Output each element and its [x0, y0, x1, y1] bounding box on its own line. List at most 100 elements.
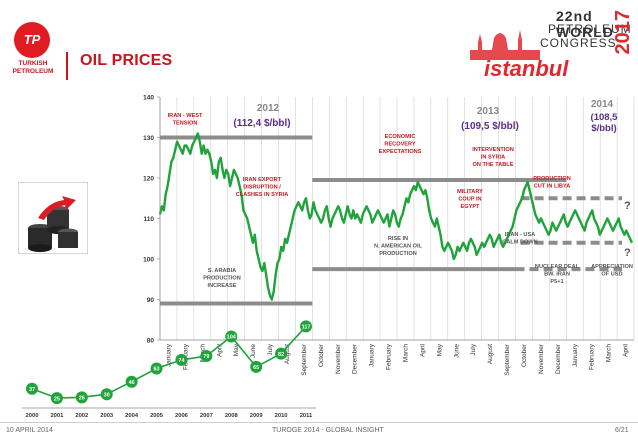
x-tick-label: January: [369, 343, 376, 367]
x-tick-label: November: [335, 343, 342, 374]
skyline-icon: [470, 30, 540, 60]
average-bars: [160, 135, 622, 306]
annual-data-label: 30: [104, 392, 110, 398]
annual-x-label: 2000: [26, 413, 39, 419]
year-label: 2012: [257, 103, 280, 114]
annual-x-label: 2007: [200, 413, 213, 419]
annual-data-point: [275, 347, 288, 360]
company-logo: TP: [14, 22, 50, 58]
event-title-line1: 22nd WORLD: [556, 8, 614, 40]
x-tick-label: April: [623, 343, 630, 357]
company-name-line1: TURKISH: [18, 60, 48, 67]
annual-data-label: 25: [54, 396, 60, 402]
event-annotation: RISE IN N. AMERICAN OIL PRODUCTION: [374, 236, 423, 257]
year-average-label: (108,5 $/bbl): [591, 112, 619, 134]
annual-x-label: 2009: [250, 413, 264, 419]
footer-center: TUROGE 2014 - GLOBAL INSIGHT: [272, 427, 384, 434]
annual-data-point: [225, 330, 238, 343]
y-tick-label: 80: [147, 338, 155, 345]
annual-x-label: 2006: [175, 413, 189, 419]
x-tick-label: July: [267, 343, 274, 355]
annual-x-label: 2004: [125, 413, 139, 419]
x-tick-label: April: [419, 343, 426, 357]
annual-data-label: 79: [203, 354, 209, 360]
price-series: [158, 132, 634, 301]
annual-data-point: [75, 391, 88, 404]
company-name: TURKISH PETROLEUM: [2, 60, 64, 76]
annual-data-label: 37: [29, 387, 35, 393]
annual-data-point: [50, 392, 63, 405]
annual-data-point: [26, 382, 38, 395]
x-tick-label: September: [504, 343, 511, 376]
x-tick-label: April: [216, 343, 223, 357]
y-tick-label: 110: [144, 216, 155, 223]
header-divider: [66, 52, 68, 80]
year-average-label: (109,5 $/bbl): [461, 121, 519, 132]
annual-data-point: [300, 320, 312, 333]
x-tick-label: May: [233, 343, 240, 356]
x-tick-label: July: [470, 343, 477, 355]
annual-data-label: 104: [227, 335, 237, 341]
oil-barrels-icon: [18, 182, 88, 254]
annual-data-point: [125, 375, 138, 388]
event-title-line2: PETROLEUM: [548, 22, 632, 36]
y-tick-label: 140: [143, 95, 154, 102]
annual-x-label: 2008: [225, 413, 239, 419]
event-annotation: NUCLEAR DEAL BW. IRAN P5+1: [535, 264, 580, 285]
x-tick-label: October: [318, 343, 325, 367]
grid-lines: [176, 97, 635, 340]
annual-data-point: [200, 349, 213, 362]
event-annotation: APPRECIATION OF USD: [591, 264, 633, 278]
question-mark: ?: [624, 200, 631, 212]
event-annotation: S. ARABIA PRODUCTION INCREASE: [203, 268, 241, 289]
x-tick-label: January: [572, 343, 579, 367]
annual-data-label: 82: [278, 352, 284, 358]
event-annotation: PRODUCTION CUT IN LIBYA: [533, 176, 571, 190]
header-band: [0, 0, 638, 84]
event-annotation: IRAN - USA CALM DOWN: [502, 232, 537, 246]
y-tick-label: 100: [143, 257, 154, 264]
annual-x-label: 2003: [100, 413, 114, 419]
page-title: OIL PRICES: [80, 52, 173, 69]
event-annotation: MILITARY COUP IN EGYPT: [457, 189, 483, 210]
x-tick-label: June: [453, 344, 460, 358]
x-tick-label: August: [284, 344, 291, 364]
year-label: 2013: [477, 106, 500, 117]
event-city: istanbul: [484, 56, 569, 81]
y-tick-label: 130: [143, 135, 154, 142]
annual-data-label: 46: [129, 380, 135, 386]
x-tick-label: June: [250, 344, 257, 358]
x-tick-labels: January February March April May June July Augu…: [165, 343, 629, 376]
y-tick-label: 90: [147, 297, 155, 304]
x-tick-label: February: [589, 343, 596, 370]
annual-x-label: 2002: [75, 413, 88, 419]
axes: [157, 96, 634, 341]
y-tick-label: 120: [143, 176, 154, 183]
annual-data-point: [250, 360, 263, 373]
x-tick-label: November: [538, 343, 545, 374]
annual-data-point: [100, 388, 113, 401]
brent-price-line: [158, 132, 634, 301]
x-tick-label: August: [487, 344, 494, 364]
x-tick-label: December: [555, 343, 562, 374]
annual-data-label: 65: [253, 365, 259, 371]
annual-data-point: [150, 362, 163, 375]
annual-x-label: 2011: [300, 413, 313, 419]
y-tick-labels: 80 90 100 110 120 130 140: [143, 95, 154, 345]
x-tick-label: October: [521, 343, 528, 367]
annual-data-label: 63: [153, 367, 159, 373]
x-tick-label: March: [606, 344, 613, 362]
x-tick-label: May: [436, 343, 443, 356]
x-tick-label: December: [352, 343, 359, 374]
annual-x-label: 2010: [275, 413, 288, 419]
event-annotation: INTERVENTION IN SYRIA ON THE TABLE: [472, 147, 514, 168]
x-tick-label: March: [402, 344, 409, 362]
event-annotation: IRAN EXPORT DISRUPTION / CLASHES IN SYRIA: [236, 177, 289, 198]
year-label: 2014: [591, 99, 614, 110]
question-mark: ?: [624, 247, 631, 259]
annual-x-label: 2005: [150, 413, 164, 419]
annual-data-label: 26: [79, 396, 85, 402]
x-tick-label: February: [386, 343, 393, 370]
annotations: 2012 (112,4 $/bbl) 2013 (109,5 $/bbl) 2014 (1…: [168, 99, 633, 289]
